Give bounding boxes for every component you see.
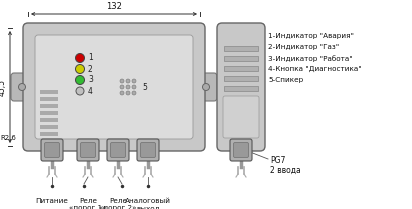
FancyBboxPatch shape <box>137 139 159 161</box>
Bar <box>40 104 58 107</box>
FancyBboxPatch shape <box>44 143 59 158</box>
Circle shape <box>132 85 136 89</box>
Text: 4-Кнопка "Диагностика": 4-Кнопка "Диагностика" <box>268 66 362 72</box>
Text: Аналоговый
выход: Аналоговый выход <box>125 198 171 209</box>
FancyBboxPatch shape <box>77 139 99 161</box>
Text: PG7: PG7 <box>270 156 286 165</box>
Bar <box>40 132 58 135</box>
Bar <box>224 86 258 91</box>
Text: 2-Индикатор "Газ": 2-Индикатор "Газ" <box>268 44 339 50</box>
Bar <box>224 56 258 61</box>
Text: 5: 5 <box>142 83 147 92</box>
FancyBboxPatch shape <box>195 73 217 101</box>
Circle shape <box>120 85 124 89</box>
FancyBboxPatch shape <box>23 23 205 151</box>
FancyBboxPatch shape <box>110 143 126 158</box>
FancyBboxPatch shape <box>223 96 259 138</box>
FancyBboxPatch shape <box>234 143 248 158</box>
Text: 132: 132 <box>106 2 122 11</box>
Text: 4: 4 <box>88 87 93 96</box>
FancyBboxPatch shape <box>217 23 265 151</box>
Circle shape <box>75 75 84 84</box>
Circle shape <box>76 87 84 95</box>
FancyBboxPatch shape <box>80 143 96 158</box>
Circle shape <box>126 79 130 83</box>
Bar <box>224 46 258 51</box>
Text: Реле
«порог 1»: Реле «порог 1» <box>69 198 107 209</box>
Circle shape <box>75 65 84 74</box>
FancyBboxPatch shape <box>35 35 193 139</box>
Text: 1: 1 <box>88 54 93 62</box>
FancyBboxPatch shape <box>230 139 252 161</box>
Bar <box>40 125 58 129</box>
Bar <box>224 76 258 81</box>
Circle shape <box>120 91 124 95</box>
Circle shape <box>75 54 84 62</box>
Circle shape <box>132 91 136 95</box>
Bar <box>40 97 58 101</box>
Bar <box>224 66 258 71</box>
Circle shape <box>19 84 26 90</box>
Text: 3: 3 <box>88 75 93 84</box>
Bar <box>40 111 58 115</box>
FancyBboxPatch shape <box>140 143 155 158</box>
Text: 1-Индикатор "Авария": 1-Индикатор "Авария" <box>268 33 354 39</box>
FancyBboxPatch shape <box>11 73 33 101</box>
FancyBboxPatch shape <box>41 139 63 161</box>
Text: 2: 2 <box>88 65 93 74</box>
Circle shape <box>203 84 209 90</box>
FancyBboxPatch shape <box>107 139 129 161</box>
Circle shape <box>126 85 130 89</box>
Circle shape <box>126 91 130 95</box>
Text: R2,6: R2,6 <box>0 135 16 141</box>
Text: 5-Спикер: 5-Спикер <box>268 77 303 83</box>
Bar <box>40 90 58 93</box>
Text: 2 ввода: 2 ввода <box>270 166 301 175</box>
Circle shape <box>132 79 136 83</box>
Bar <box>40 118 58 121</box>
Text: 45,5: 45,5 <box>0 79 7 96</box>
Text: Питание: Питание <box>35 198 68 204</box>
Circle shape <box>120 79 124 83</box>
Text: 3-Индикатор "Работа": 3-Индикатор "Работа" <box>268 55 353 62</box>
Text: Реле
«порог 2»: Реле «порог 2» <box>99 198 137 209</box>
